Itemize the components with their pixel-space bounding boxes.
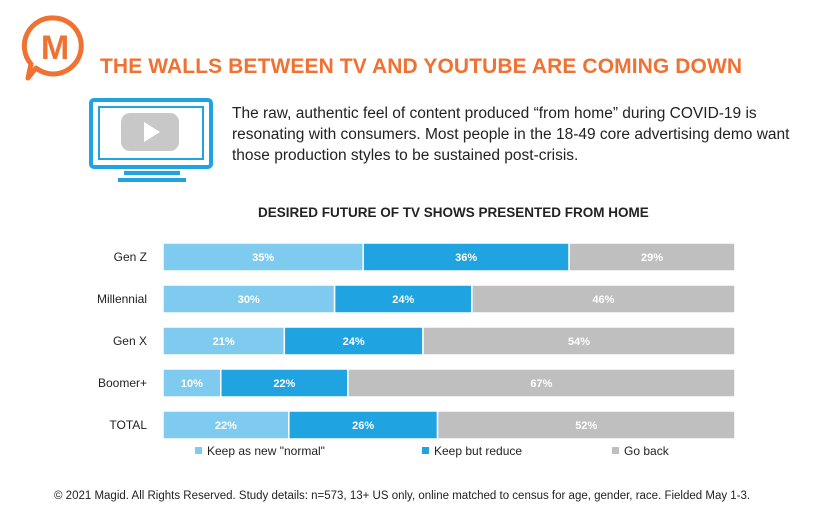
bar-boomer-go-back bbox=[347, 368, 736, 398]
footer-note: © 2021 Magid. All Rights Reserved. Study… bbox=[54, 490, 751, 502]
data-label-boomer-keep-but-reduce: 22% bbox=[273, 378, 295, 390]
bar-total-keep-but-reduce bbox=[288, 410, 439, 440]
legend-label-go-back: Go back bbox=[624, 444, 670, 458]
category-label-total: TOTAL bbox=[109, 418, 147, 432]
data-label-gen-x-go-back: 54% bbox=[568, 336, 590, 348]
data-label-gen-x-keep-as-new-normal: 21% bbox=[213, 336, 235, 348]
data-label-boomer-keep-as-new-normal: 10% bbox=[181, 378, 203, 390]
legend-swatch-keep-but-reduce bbox=[422, 447, 429, 454]
tv-play-icon bbox=[89, 98, 213, 182]
intro-text: The raw, authentic feel of content produ… bbox=[232, 105, 790, 164]
data-label-gen-z-keep-as-new-normal: 35% bbox=[252, 252, 274, 264]
legend-swatch-keep-as-new-normal bbox=[195, 447, 202, 454]
bar-gen-x-go-back bbox=[422, 326, 736, 356]
bar-millennial-go-back bbox=[471, 284, 736, 314]
data-label-millennial-keep-as-new-normal: 30% bbox=[238, 294, 260, 306]
bar-boomer-keep-as-new-normal bbox=[162, 368, 222, 398]
bar-millennial-keep-but-reduce bbox=[333, 284, 473, 314]
legend-label-keep-but-reduce: Keep but reduce bbox=[434, 444, 522, 458]
bar-total-keep-as-new-normal bbox=[162, 410, 290, 440]
category-label-millennial: Millennial bbox=[97, 292, 147, 306]
legend-swatch-go-back bbox=[612, 447, 619, 454]
data-label-millennial-keep-but-reduce: 24% bbox=[392, 294, 414, 306]
category-label-gen-z: Gen Z bbox=[114, 250, 147, 264]
logo-letter: M bbox=[41, 29, 69, 67]
legend-label-keep-as-new-normal: Keep as new "normal" bbox=[207, 444, 325, 458]
data-label-gen-x-keep-but-reduce: 24% bbox=[343, 336, 365, 348]
data-label-boomer-go-back: 67% bbox=[530, 378, 552, 390]
category-label-boomer: Boomer+ bbox=[98, 376, 147, 390]
bar-gen-z-go-back bbox=[568, 242, 736, 272]
data-label-millennial-go-back: 46% bbox=[592, 294, 614, 306]
data-label-gen-z-go-back: 29% bbox=[641, 252, 663, 264]
category-label-gen-x: Gen X bbox=[113, 334, 147, 348]
bar-boomer-keep-but-reduce bbox=[220, 368, 349, 398]
page-title: THE WALLS BETWEEN TV AND YOUTUBE ARE COM… bbox=[100, 55, 743, 78]
chart-title: DESIRED FUTURE OF TV SHOWS PRESENTED FRO… bbox=[258, 205, 649, 220]
data-label-total-keep-but-reduce: 26% bbox=[352, 420, 374, 432]
data-label-total-go-back: 52% bbox=[575, 420, 597, 432]
bar-gen-x-keep-as-new-normal bbox=[162, 326, 286, 356]
data-label-gen-z-keep-but-reduce: 36% bbox=[455, 252, 477, 264]
bar-total-go-back bbox=[436, 410, 736, 440]
magid-logo: M bbox=[21, 15, 84, 81]
data-label-total-keep-as-new-normal: 22% bbox=[215, 420, 237, 432]
